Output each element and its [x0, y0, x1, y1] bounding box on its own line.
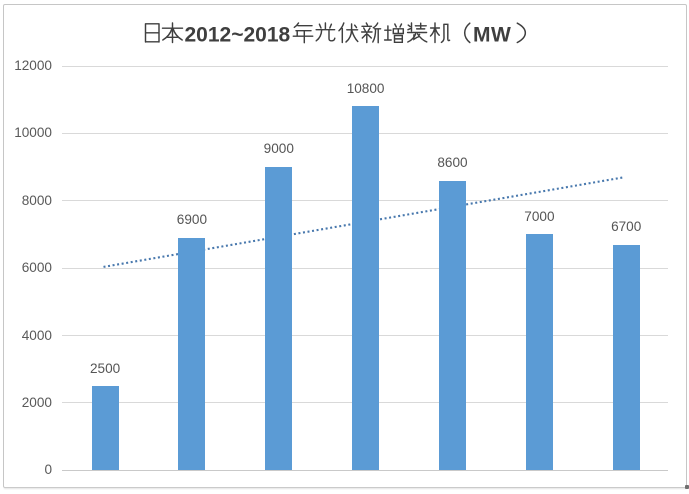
svg-text:2012~2018: 2012~2018	[185, 24, 291, 47]
svg-text:MW: MW	[473, 24, 511, 47]
